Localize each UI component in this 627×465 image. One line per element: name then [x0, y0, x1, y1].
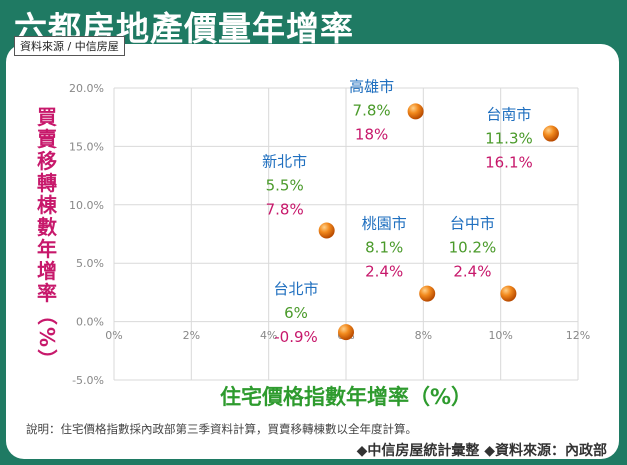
data-labels: 高雄市 7.8% 18% 台南市 11.3% 16.1% 新北市 5.5% 7.8% 桃園市 8.1…: [262, 77, 533, 346]
data-point: [542, 125, 559, 142]
y-tick-label: 10.0%: [69, 199, 104, 212]
axis-ticks: 0% 2% 4% 6% 8% 10% 12% -5.0% 0.0% 5.0% 10.0% 15.0% 2…: [69, 82, 590, 387]
x-axis-label: 住宅價格指數年增率（%）: [219, 385, 473, 409]
y-tick-label: 20.0%: [69, 82, 104, 95]
data-points: [318, 103, 559, 341]
y-value-label: 16.1%: [485, 154, 533, 172]
x-tick-label: 0%: [105, 329, 122, 342]
city-label: 台中市: [450, 215, 495, 233]
data-point: [338, 324, 354, 341]
y-value-label: 2.4%: [453, 263, 491, 281]
city-label: 桃園市: [362, 215, 407, 233]
y-value-label: 7.8%: [266, 200, 304, 218]
source-badge: 資料來源 / 中信房屋: [14, 36, 125, 56]
y-value-label: 18%: [355, 125, 388, 143]
x-value-label: 8.1%: [365, 239, 403, 257]
x-value-label: 7.8%: [353, 101, 391, 119]
x-tick-label: 8%: [415, 329, 432, 342]
y-value-label: 2.4%: [365, 263, 403, 281]
y-axis-label: 買賣移轉棟數年增率（%）: [35, 105, 59, 369]
x-tick-label: 4%: [260, 329, 277, 342]
city-label: 台北市: [273, 280, 318, 298]
x-value-label: 11.3%: [485, 130, 533, 148]
x-tick-label: 2%: [183, 329, 200, 342]
data-point: [500, 285, 517, 302]
x-value-label: 6%: [284, 304, 308, 322]
footnote: 說明：住宅價格指數採內政部第三季資料計算，買賣移轉棟數以全年度計算。: [26, 422, 417, 436]
city-label: 台南市: [486, 106, 531, 124]
y-tick-label: -5.0%: [72, 374, 104, 387]
x-value-label: 10.2%: [449, 239, 497, 257]
data-point: [419, 285, 436, 302]
y-tick-label: 5.0%: [76, 257, 104, 270]
y-value-label: -0.9%: [274, 328, 318, 346]
x-tick-label: 10%: [488, 329, 512, 342]
x-value-label: 5.5%: [266, 176, 304, 194]
y-tick-label: 0.0%: [76, 316, 104, 329]
city-label: 新北市: [262, 152, 307, 170]
city-label: 高雄市: [349, 77, 394, 95]
x-tick-label: 12%: [566, 329, 590, 342]
y-tick-label: 15.0%: [69, 140, 104, 153]
credit-line: ◆中信房屋統計彙整 ◆資料來源：內政部: [356, 443, 607, 459]
chart-card: [6, 44, 619, 459]
data-point: [318, 222, 335, 239]
data-point: [407, 103, 424, 120]
